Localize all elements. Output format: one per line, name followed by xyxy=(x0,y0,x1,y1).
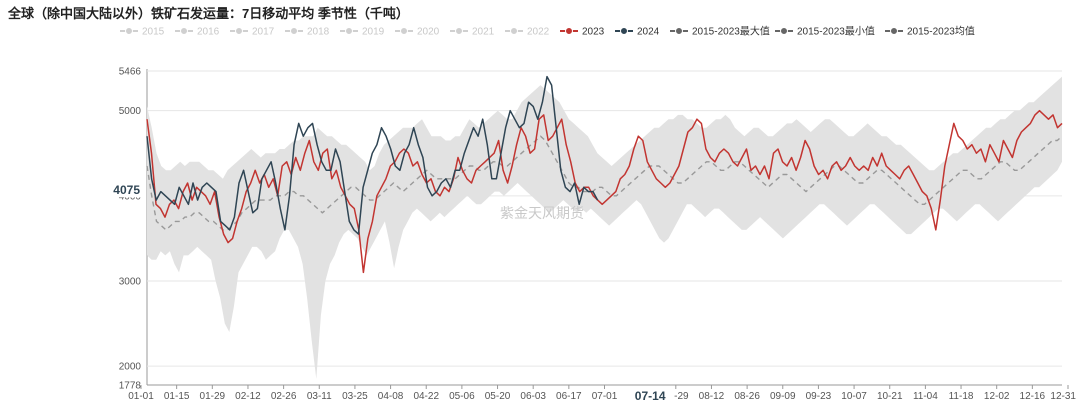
chart-legend[interactable]: 2015 2016 2017 2018 2019 2020 2021 2022 2023 2024… xyxy=(120,25,975,38)
x-tick-label: 10-21 xyxy=(877,391,903,402)
x-tick-label: 12-31 xyxy=(1050,391,1076,402)
pointer-highlight: 4075 07-14 xyxy=(108,181,675,402)
x-tick-label: 09-09 xyxy=(770,391,796,402)
y-tick-label: 1778 xyxy=(119,381,142,392)
legend-marker-icon xyxy=(235,27,243,35)
x-tick-label: 02-12 xyxy=(235,391,261,402)
x-tick-label: 01-29 xyxy=(200,391,226,402)
legend-marker-icon xyxy=(400,27,408,35)
legend-item-2020[interactable]: 2020 xyxy=(395,27,440,38)
legend-label: 2019 xyxy=(362,27,385,38)
x-axis: 01-01 01-15 01-29 02-12 02-26 03-11 03-25 04-08… xyxy=(128,384,1076,402)
legend-item-2022[interactable]: 2022 xyxy=(505,27,550,38)
watermark-text: 紫金天风期货 xyxy=(500,205,584,221)
legend-marker-icon xyxy=(780,27,788,35)
y-tick-label: 5466 xyxy=(119,67,142,78)
x-tick-label: 12-02 xyxy=(984,391,1010,402)
legend-marker-icon xyxy=(620,27,628,35)
series-line-2024 xyxy=(146,75,599,235)
y-tick-label: 2000 xyxy=(119,362,142,373)
x-tick-label: 08-12 xyxy=(699,391,725,402)
legend-marker-icon xyxy=(675,27,683,35)
x-tick-label: 11-04 xyxy=(913,391,938,402)
legend-marker-icon xyxy=(510,27,518,35)
x-tick-label: 12-16 xyxy=(1020,391,1046,402)
legend-label: 2015-2023最大值 xyxy=(692,25,770,38)
x-tick-label: 05-20 xyxy=(485,391,511,402)
legend-item-2023[interactable]: 2023 xyxy=(560,27,605,38)
y-tick-label: 5000 xyxy=(119,106,142,117)
x-tick-label: 03-11 xyxy=(307,391,332,402)
legend-marker-icon xyxy=(565,27,573,35)
legend-label: 2015-2023最小值 xyxy=(797,25,875,38)
x-tick-label: 07-01 xyxy=(592,391,618,402)
x-tick-label: 01-15 xyxy=(164,391,190,402)
legend-label: 2021 xyxy=(472,27,495,38)
legend-item-2024[interactable]: 2024 xyxy=(615,27,660,38)
chart-title: 全球（除中国大陆以外）铁矿石发运量：7日移动平均 季节性（千吨） xyxy=(8,6,409,21)
legend-marker-icon xyxy=(290,27,298,35)
x-tick-label: 02-26 xyxy=(271,391,297,402)
x-pointer-box xyxy=(626,387,675,402)
x-tick-label: 03-25 xyxy=(342,391,368,402)
legend-marker-icon xyxy=(345,27,353,35)
x-tick-label: 06-03 xyxy=(520,391,546,402)
y-tick-label: 3000 xyxy=(119,276,142,287)
x-tick-label: 08-26 xyxy=(734,391,760,402)
x-tick-label: 04-22 xyxy=(413,391,439,402)
x-tick-label: 09-23 xyxy=(806,391,832,402)
plot-area xyxy=(146,75,1063,379)
legend-item-2016[interactable]: 2016 xyxy=(175,27,220,38)
min-max-band xyxy=(147,76,1062,379)
legend-label: 2015-2023均值 xyxy=(907,25,975,38)
x-pointer-label: 07-14 xyxy=(635,389,666,402)
y-pointer-label: 4075 xyxy=(113,183,140,197)
x-tick-label: 01-01 xyxy=(128,391,154,402)
legend-label: 2015 xyxy=(142,27,165,38)
legend-label: 2016 xyxy=(197,27,220,38)
legend-label: 2020 xyxy=(417,27,440,38)
legend-item-2019[interactable]: 2019 xyxy=(340,27,385,38)
legend-item-2015-2023最小值[interactable]: 2015-2023最小值 xyxy=(775,25,875,38)
x-tick-label: 06-17 xyxy=(556,391,582,402)
legend-item-2017[interactable]: 2017 xyxy=(230,27,275,38)
x-tick-label: 05-06 xyxy=(449,391,475,402)
y-pointer-box xyxy=(108,181,146,198)
x-tick-label: 07-29 xyxy=(663,391,689,402)
legend-marker-icon xyxy=(180,27,188,35)
legend-item-2015[interactable]: 2015 xyxy=(120,27,165,38)
legend-marker-icon xyxy=(455,27,463,35)
series-line-2023 xyxy=(146,109,1063,274)
x-tick-label: 04-08 xyxy=(378,391,404,402)
legend-marker-icon xyxy=(890,27,898,35)
x-tick-label: 11-18 xyxy=(949,391,974,402)
legend-item-2015-2023均值[interactable]: 2015-2023均值 xyxy=(885,25,975,38)
legend-label: 2022 xyxy=(527,27,550,38)
legend-label: 2018 xyxy=(307,27,330,38)
legend-label: 2023 xyxy=(582,27,605,38)
legend-item-2021[interactable]: 2021 xyxy=(450,27,495,38)
legend-item-2018[interactable]: 2018 xyxy=(285,27,330,38)
legend-marker-icon xyxy=(125,27,133,35)
legend-label: 2017 xyxy=(252,27,275,38)
legend-item-2015-2023最大值[interactable]: 2015-2023最大值 xyxy=(670,25,770,38)
x-tick-label: 10-07 xyxy=(841,391,867,402)
series-line-mean xyxy=(146,135,1063,231)
legend-label: 2024 xyxy=(637,27,660,38)
